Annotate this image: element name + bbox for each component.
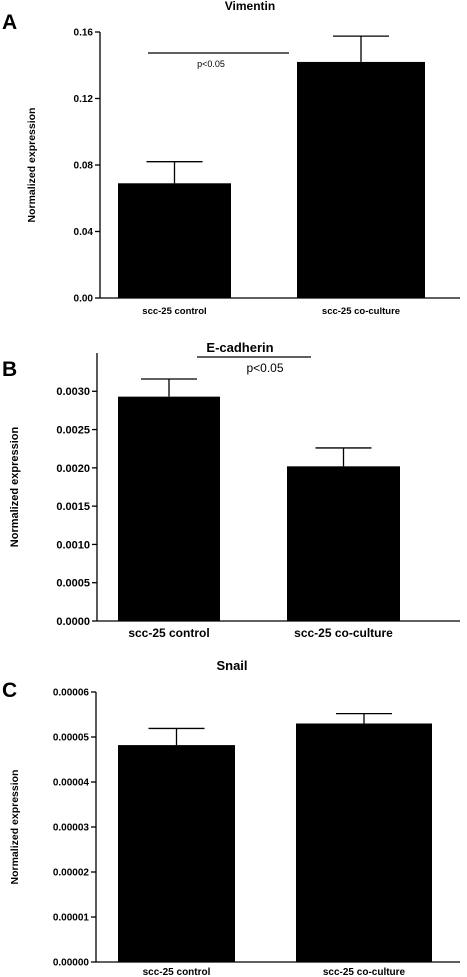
panel-a-bar — [118, 183, 231, 298]
panel-c-category-label: scc-25 co-culture — [323, 967, 406, 977]
panel-c-category-label: scc-25 control — [143, 967, 211, 977]
panel-a-category-label: scc-25 control — [142, 306, 206, 317]
panel-c-y-tick-label: 0.00004 — [53, 778, 90, 789]
panel-c-y-tick-label: 0.00003 — [53, 823, 90, 834]
panel-c-y-axis-label: Normalized expression — [9, 770, 21, 885]
panel-c-y-tick-label: 0.00000 — [53, 958, 90, 969]
panel-b-y-tick-label: 0.0020 — [56, 463, 90, 475]
panel-c-y-tick-label: 0.00002 — [53, 868, 90, 879]
panel-a-y-tick-label: 0.08 — [74, 161, 94, 172]
panel-a-y-tick-label: 0.16 — [74, 28, 94, 39]
panel-b-y-tick-label: 0.0005 — [56, 578, 90, 590]
panel-b-y-tick-label: 0.0000 — [56, 616, 90, 628]
panel-c-title: Snail — [216, 658, 247, 673]
panel-b-bar — [118, 396, 220, 621]
panel-a-letter: A — [2, 11, 17, 34]
panel-c-y-tick-label: 0.00006 — [53, 688, 90, 699]
panel-c-y-tick-label: 0.00001 — [53, 913, 90, 924]
panel-b-y-axis-label: Normalized expression — [9, 427, 21, 548]
panel-b-bar — [287, 466, 400, 621]
panel-b-letter: B — [2, 358, 17, 381]
panel-b-title: E-cadherin — [206, 340, 273, 355]
panel-a-y-tick-label: 0.04 — [74, 227, 94, 238]
panel-a-significance-label: p<0.05 — [197, 59, 225, 69]
panel-a-title: Vimentin — [225, 0, 275, 13]
panel-b-y-tick-label: 0.0010 — [56, 539, 90, 551]
panel-c-bar — [296, 723, 432, 962]
panel-a-bar — [297, 61, 425, 298]
panel-a-y-tick-label: 0.12 — [74, 94, 94, 105]
panel-a-y-tick-label: 0.00 — [74, 294, 94, 305]
panel-b-category-label: scc-25 co-culture — [294, 626, 393, 640]
panel-c-bar — [118, 745, 235, 962]
panel-b-y-tick-label: 0.0030 — [56, 386, 90, 398]
panel-b-category-label: scc-25 control — [128, 626, 209, 640]
panel-b-y-tick-label: 0.0015 — [56, 501, 90, 513]
panel-a-y-axis-label: Normalized expression — [26, 108, 38, 223]
panel-c-y-tick-label: 0.00005 — [53, 733, 90, 744]
panel-a-category-label: scc-25 co-culture — [322, 306, 400, 317]
panel-c-letter: C — [2, 679, 17, 702]
panel-b-significance-label: p<0.05 — [246, 361, 283, 375]
panel-b-y-tick-label: 0.0025 — [56, 425, 90, 437]
